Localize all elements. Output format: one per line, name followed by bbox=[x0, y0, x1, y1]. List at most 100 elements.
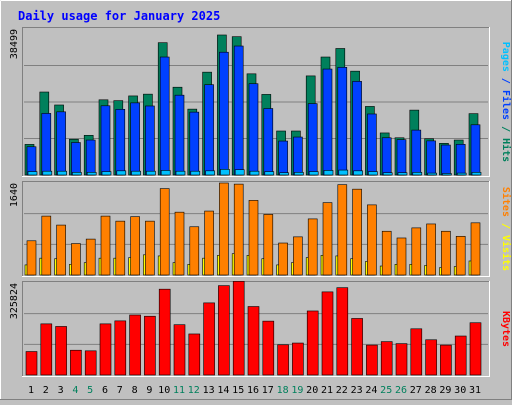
sites-bar bbox=[307, 218, 318, 276]
sites-bar bbox=[352, 188, 362, 276]
day-label: 25 bbox=[380, 385, 392, 396]
side-legend-part: Sites bbox=[500, 187, 512, 217]
files-bar bbox=[71, 142, 81, 176]
day-label: 12 bbox=[188, 385, 200, 396]
pages-bar bbox=[72, 172, 82, 176]
day-label: 19 bbox=[291, 385, 303, 396]
sites-bar bbox=[396, 237, 407, 276]
kbytes-bar bbox=[129, 314, 141, 376]
day-label: 30 bbox=[454, 385, 466, 396]
kbytes-bar bbox=[321, 291, 334, 376]
day-label: 31 bbox=[469, 385, 481, 396]
side-legend-part: / bbox=[500, 72, 511, 90]
pages-bar bbox=[86, 172, 97, 176]
sites-bar bbox=[426, 223, 436, 276]
pages-bar bbox=[42, 170, 53, 176]
pages-bar bbox=[57, 170, 67, 176]
sites-bar bbox=[41, 215, 52, 276]
pages-bar bbox=[131, 170, 141, 176]
pages-bar bbox=[27, 171, 38, 176]
pages-bar bbox=[160, 170, 171, 176]
files-bar bbox=[352, 81, 362, 176]
pages-bar bbox=[368, 171, 378, 176]
day-label: 11 bbox=[173, 385, 185, 396]
side-legend-label: Pages / Files / Hits bbox=[500, 42, 512, 162]
pages-bar bbox=[220, 169, 230, 176]
side-legend-label: KBytes bbox=[500, 311, 511, 347]
pages-bar bbox=[294, 172, 304, 176]
pages-bar bbox=[397, 172, 408, 176]
sites-bar bbox=[367, 204, 377, 276]
sites-bar bbox=[219, 182, 229, 276]
files-bar bbox=[293, 136, 303, 176]
kbytes-bar bbox=[336, 287, 349, 376]
pages-bar bbox=[279, 172, 289, 176]
kbytes-bar bbox=[262, 320, 275, 376]
files-bar bbox=[219, 51, 229, 176]
files-bar bbox=[367, 113, 377, 176]
kbytes-bar bbox=[306, 310, 319, 376]
files-bar bbox=[263, 108, 274, 176]
files-bar bbox=[233, 45, 244, 176]
max-value-label: 325824 bbox=[9, 283, 20, 319]
kbytes-bar bbox=[454, 335, 467, 376]
side-legend-part: / bbox=[500, 120, 511, 138]
kbytes-bar bbox=[247, 306, 260, 376]
sites-bar bbox=[263, 214, 274, 276]
side-legend-part: Pages bbox=[500, 42, 511, 72]
pages-bar bbox=[101, 171, 112, 176]
files-bar bbox=[426, 140, 436, 176]
pages-bar bbox=[146, 170, 156, 176]
kbytes-bar bbox=[144, 315, 156, 376]
day-label: 4 bbox=[72, 385, 78, 396]
sites-bar bbox=[130, 216, 140, 276]
sites-bar bbox=[71, 243, 81, 276]
sites-bar bbox=[455, 235, 466, 276]
files-bar bbox=[322, 68, 333, 176]
kbytes-bar bbox=[55, 326, 67, 376]
files-bar bbox=[381, 137, 392, 176]
kbytes-bar bbox=[99, 323, 112, 376]
day-label: 9 bbox=[146, 385, 152, 396]
files-bar bbox=[441, 144, 451, 176]
files-bar bbox=[41, 113, 52, 176]
files-bar bbox=[204, 84, 214, 176]
sites-bar bbox=[204, 210, 214, 276]
day-label: 20 bbox=[306, 385, 318, 396]
pages-bar bbox=[175, 170, 186, 176]
day-label: 10 bbox=[158, 385, 170, 396]
files-bar bbox=[159, 56, 170, 176]
files-bar bbox=[396, 139, 407, 176]
files-bar bbox=[248, 83, 259, 176]
kbytes-bar bbox=[292, 342, 304, 376]
side-legend-part: Files bbox=[500, 90, 512, 120]
files-bar bbox=[56, 111, 66, 176]
sites-bar bbox=[174, 211, 185, 276]
sites-bar bbox=[248, 200, 259, 276]
files-bar bbox=[278, 140, 288, 176]
files-bar bbox=[85, 139, 96, 176]
day-label: 14 bbox=[217, 385, 229, 396]
day-label: 23 bbox=[351, 385, 363, 396]
day-label: 29 bbox=[439, 385, 451, 396]
kbytes-bar bbox=[203, 302, 215, 376]
sites-bar bbox=[470, 222, 481, 276]
sites-bar bbox=[115, 220, 126, 276]
chart-panels: 38499 Pages / Files / Hits 1640 Sites / Vis… bbox=[9, 27, 512, 377]
pages-bar bbox=[264, 171, 275, 176]
day-label: 15 bbox=[232, 385, 244, 396]
day-label: 28 bbox=[425, 385, 437, 396]
kbytes-bar bbox=[114, 320, 127, 376]
sites-bar bbox=[278, 242, 288, 276]
day-label: 18 bbox=[277, 385, 289, 396]
kbytes-bar bbox=[70, 349, 82, 376]
pages-bar bbox=[249, 170, 260, 176]
pages-bar bbox=[205, 170, 215, 176]
files-bar bbox=[307, 103, 318, 176]
sites-bar bbox=[322, 202, 333, 276]
side-legend-part: KBytes bbox=[500, 311, 511, 347]
sites-bar bbox=[56, 224, 66, 276]
sites-bar bbox=[100, 215, 111, 276]
